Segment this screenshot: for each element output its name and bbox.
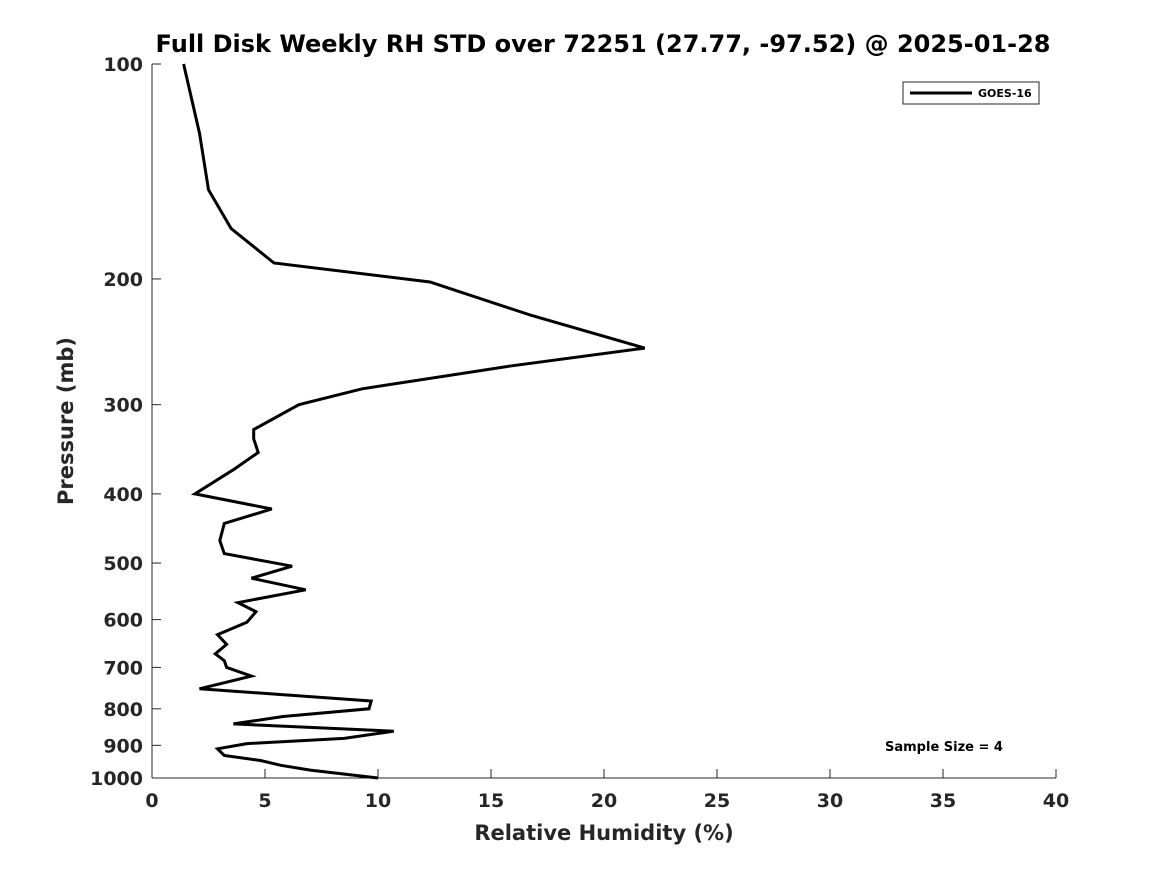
y-tick-label-700: 700 xyxy=(103,657,143,679)
y-tick-label-800: 800 xyxy=(103,699,143,721)
y-tick-label-100: 100 xyxy=(103,54,143,76)
y-tick-label-600: 600 xyxy=(103,610,143,632)
x-axis-label: Relative Humidity (%) xyxy=(474,821,733,845)
x-tick-label-35: 35 xyxy=(930,790,956,812)
y-tick-label-300: 300 xyxy=(103,395,143,417)
x-tick-label-40: 40 xyxy=(1043,790,1069,812)
chart-title: Full Disk Weekly RH STD over 72251 (27.7… xyxy=(156,30,1051,58)
x-tick-label-25: 25 xyxy=(704,790,730,812)
y-tick-label-400: 400 xyxy=(103,484,143,506)
x-tick-label-30: 30 xyxy=(817,790,843,812)
plot-area: 0 5 10 15 20 25 30 35 40 100 200 300 400 500 600 700 800… xyxy=(90,54,1069,812)
x-tick-label-0: 0 xyxy=(145,790,158,812)
series-line-goes-16 xyxy=(182,63,646,780)
y-tick-label-900: 900 xyxy=(103,735,143,757)
x-tick-label-10: 10 xyxy=(365,790,391,812)
x-tick-label-5: 5 xyxy=(258,790,271,812)
y-axis-label: Pressure (mb) xyxy=(54,337,78,505)
sample-size-annotation: Sample Size = 4 xyxy=(885,740,1003,755)
legend-label-goes-16: GOES-16 xyxy=(978,87,1032,100)
y-tick-label-500: 500 xyxy=(103,553,143,575)
x-tick-label-20: 20 xyxy=(591,790,617,812)
legend: GOES-16 xyxy=(902,81,1040,105)
y-tick-label-1000: 1000 xyxy=(90,768,143,790)
x-tick-label-15: 15 xyxy=(478,790,504,812)
y-tick-label-200: 200 xyxy=(103,269,143,291)
